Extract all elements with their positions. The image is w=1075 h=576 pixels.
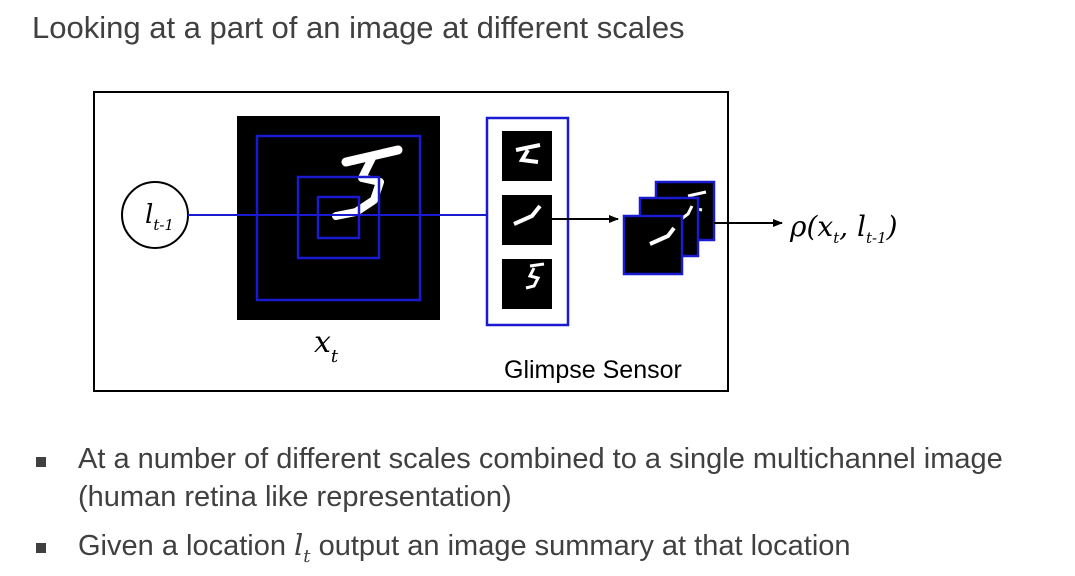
location-node-label: lt-1 — [145, 200, 174, 234]
multichannel-stack — [622, 180, 716, 276]
glimpse-patch-3 — [502, 259, 552, 309]
input-image — [237, 116, 487, 320]
digit-five-glyph — [332, 145, 403, 220]
bullet-text-1: At a number of different scales combined… — [78, 443, 1003, 513]
glimpse-sensor-label: Glimpse Sensor — [504, 356, 682, 384]
glimpse-sensor-diagram: lt-1 xt ρ(xt, lt-1 — [93, 91, 898, 392]
bullet-item-2: Given a location lt output an image summ… — [34, 526, 1064, 576]
bullet-marker — [36, 457, 46, 467]
slide-title: Looking at a part of an image at differe… — [32, 10, 685, 45]
glimpse-stack — [485, 116, 570, 327]
bullet-text-2-after: output an image summary at that location — [310, 530, 851, 562]
bullet-text-2-before: Given a location — [78, 530, 295, 562]
location-node — [121, 181, 189, 249]
glimpse-scale-large — [255, 134, 422, 302]
output-formula: ρ(xt, lt-1) — [789, 210, 898, 247]
bullet-list: At a number of different scales combined… — [34, 440, 1064, 576]
bullet-marker — [36, 543, 46, 553]
diagram-frame — [93, 91, 729, 392]
glimpse-patch-1 — [502, 131, 552, 181]
image-label: xt — [314, 325, 339, 367]
glimpse-scale-medium — [296, 175, 381, 260]
location-symbol: lt — [294, 528, 311, 567]
glimpse-scale-small — [316, 195, 361, 240]
bullet-item-1: At a number of different scales combined… — [34, 440, 1064, 516]
